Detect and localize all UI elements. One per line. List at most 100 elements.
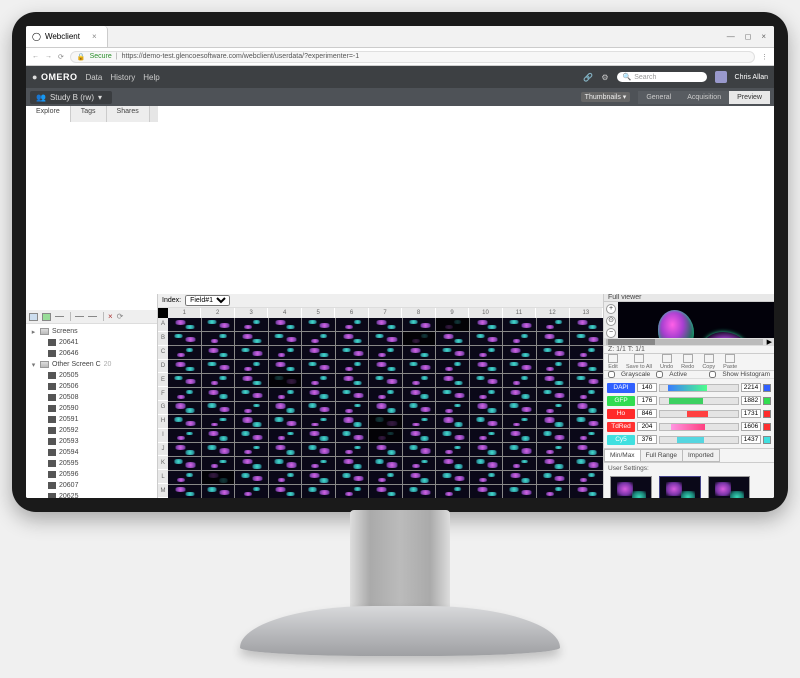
well-cell[interactable] (168, 443, 201, 456)
well-cell[interactable] (269, 346, 302, 359)
range-tab[interactable]: Full Range (640, 449, 683, 462)
well-cell[interactable] (235, 374, 268, 387)
user-setting-thumb[interactable]: Emil Rozbicki (608, 476, 653, 498)
well-cell[interactable] (336, 374, 369, 387)
copy-icon[interactable]: Copy (702, 354, 715, 370)
well-cell[interactable] (168, 374, 201, 387)
channel-slider[interactable] (659, 410, 739, 418)
well-cell[interactable] (503, 429, 536, 442)
well-cell[interactable] (302, 388, 335, 401)
well-cell[interactable] (235, 402, 268, 415)
well-cell[interactable] (302, 318, 335, 331)
tree-node[interactable]: 20508 (26, 392, 157, 403)
well-cell[interactable] (537, 332, 570, 345)
well-cell[interactable] (336, 388, 369, 401)
well-cell[interactable] (168, 471, 201, 484)
channel-max-input[interactable]: 1882 (741, 396, 761, 405)
color-picker-icon[interactable] (763, 423, 771, 431)
color-picker-icon[interactable] (763, 410, 771, 418)
well-cell[interactable] (369, 374, 402, 387)
omero-logo[interactable]: ● OMERO (32, 72, 77, 82)
well-cell[interactable] (168, 360, 201, 373)
histogram-checkbox[interactable] (709, 371, 716, 378)
left-tab-explore[interactable]: Explore (26, 106, 71, 122)
user-setting-thumb[interactable]: Chris Allan (657, 476, 702, 498)
well-cell[interactable] (336, 443, 369, 456)
well-cell[interactable] (470, 402, 503, 415)
channel-toggle[interactable]: TdRed (607, 422, 635, 432)
well-cell[interactable] (403, 360, 436, 373)
well-cell[interactable] (403, 443, 436, 456)
well-cell[interactable] (302, 360, 335, 373)
well-cell[interactable] (403, 402, 436, 415)
well-cell[interactable] (269, 443, 302, 456)
well-cell[interactable] (235, 318, 268, 331)
well-cell[interactable] (570, 415, 603, 428)
channel-toggle[interactable]: Ho (607, 409, 635, 419)
well-cell[interactable] (235, 388, 268, 401)
well-cell[interactable] (470, 360, 503, 373)
well-cell[interactable] (470, 388, 503, 401)
tree-node[interactable]: 20506 (26, 381, 157, 392)
well-cell[interactable] (503, 443, 536, 456)
channel-min-input[interactable]: 846 (637, 409, 657, 418)
undo-icon[interactable]: Undo (660, 354, 673, 370)
tree-node[interactable]: 20607 (26, 480, 157, 491)
well-cell[interactable] (336, 415, 369, 428)
tree-node[interactable]: 20646 (26, 348, 157, 359)
well-cell[interactable] (202, 388, 235, 401)
well-cell[interactable] (235, 443, 268, 456)
well-cell[interactable] (403, 429, 436, 442)
well-cell[interactable] (202, 415, 235, 428)
channel-min-input[interactable]: 176 (637, 396, 657, 405)
well-cell[interactable] (537, 429, 570, 442)
well-cell[interactable] (570, 471, 603, 484)
well-cell[interactable] (269, 415, 302, 428)
well-cell[interactable] (470, 374, 503, 387)
well-cell[interactable] (235, 471, 268, 484)
well-cell[interactable] (336, 332, 369, 345)
preview-image[interactable] (618, 302, 774, 338)
channel-slider[interactable] (659, 436, 739, 444)
well-cell[interactable] (537, 485, 570, 498)
well-cell[interactable] (369, 346, 402, 359)
well-cell[interactable] (269, 318, 302, 331)
well-cell[interactable] (470, 429, 503, 442)
well-cell[interactable] (436, 374, 469, 387)
well-cell[interactable] (436, 388, 469, 401)
grayscale-checkbox[interactable] (608, 371, 615, 378)
well-cell[interactable] (336, 485, 369, 498)
well-cell[interactable] (269, 457, 302, 470)
well-cell[interactable] (202, 485, 235, 498)
well-cell[interactable] (403, 485, 436, 498)
well-cell[interactable] (470, 457, 503, 470)
browser-tab[interactable]: ◯ Webclient × (26, 26, 108, 47)
user-setting-thumb[interactable]: Jason Swedlow (706, 476, 751, 498)
tree-node[interactable]: 20505 (26, 370, 157, 381)
redo-icon[interactable]: Redo (681, 354, 694, 370)
well-cell[interactable] (470, 318, 503, 331)
well-cell[interactable] (168, 318, 201, 331)
well-cell[interactable] (537, 388, 570, 401)
well-cell[interactable] (436, 346, 469, 359)
minimize-icon[interactable]: — (727, 32, 735, 41)
link-icon[interactable]: 🔗 (583, 73, 593, 82)
channel-slider[interactable] (659, 384, 739, 392)
header-menu-data[interactable]: Data (85, 73, 102, 82)
well-cell[interactable] (470, 443, 503, 456)
tree-node[interactable]: 20596 (26, 469, 157, 480)
well-cell[interactable] (235, 346, 268, 359)
well-cell[interactable] (369, 415, 402, 428)
new-folder-icon[interactable] (29, 313, 38, 321)
well-cell[interactable] (168, 457, 201, 470)
well-cell[interactable] (503, 415, 536, 428)
well-cell[interactable] (570, 388, 603, 401)
well-cell[interactable] (570, 457, 603, 470)
well-cell[interactable] (269, 374, 302, 387)
study-selector[interactable]: 👥 Study B (rw) ▾ (30, 91, 112, 104)
channel-min-input[interactable]: 204 (637, 422, 657, 431)
channel-min-input[interactable]: 140 (637, 383, 657, 392)
well-cell[interactable] (202, 457, 235, 470)
well-cell[interactable] (369, 429, 402, 442)
well-cell[interactable] (302, 429, 335, 442)
